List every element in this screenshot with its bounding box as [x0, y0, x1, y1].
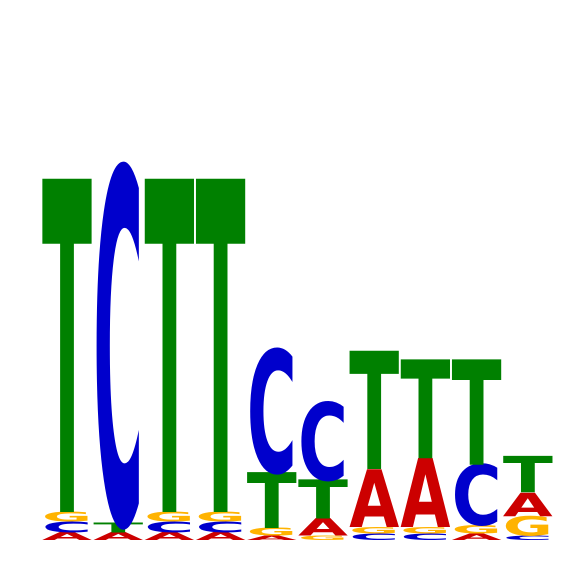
logo-letter-a: A: [503, 487, 554, 524]
logo-letter-g: G: [42, 510, 92, 525]
logo-letter-t: T: [42, 89, 92, 566]
logo-letter-a: A: [144, 530, 194, 542]
logo-column-2: ATC: [93, 70, 143, 566]
logo-letter-g: G: [196, 510, 246, 525]
logo-letter-g: G: [452, 523, 502, 537]
logo-letter-t: T: [400, 333, 450, 491]
logo-letter-t: T: [247, 457, 297, 547]
logo-letter-a: A: [247, 534, 298, 541]
logo-letter-g: G: [349, 526, 399, 536]
logo-letter-t: T: [93, 520, 143, 535]
logo-letter-c: C: [247, 318, 297, 513]
logo-letter-a: A: [298, 514, 348, 541]
logo-letter-g: G: [298, 535, 348, 542]
logo-letter-a: A: [452, 532, 502, 542]
logo-letter-a: A: [349, 455, 399, 547]
logo-letter-t: T: [503, 446, 553, 504]
logo-letter-c: C: [196, 519, 246, 536]
logo-letter-a: A: [400, 441, 450, 551]
logo-letter-g: G: [503, 511, 553, 542]
logo-letter-c: C: [503, 535, 553, 542]
logo-letter-t: T: [196, 89, 246, 566]
logo-letter-c: C: [298, 382, 348, 506]
logo-letter-c: C: [452, 449, 502, 545]
logo-letter-t: T: [144, 89, 194, 566]
logo-letter-c: C: [93, 70, 143, 566]
logo-letter-g: G: [247, 526, 297, 538]
logo-letter-c: C: [42, 519, 92, 536]
logo-letter-a: A: [93, 530, 143, 542]
logo-letter-a: A: [42, 530, 92, 542]
logo-letter-g: G: [144, 510, 194, 525]
logo-letter-g: G: [400, 526, 450, 536]
logo-letter-t: T: [298, 470, 348, 531]
logo-letter-c: C: [144, 519, 194, 536]
logo-letter-a: A: [196, 530, 246, 542]
logo-letter-c: C: [400, 532, 450, 542]
logo-letter-t: T: [452, 332, 502, 500]
logo-letter-c: C: [349, 532, 399, 542]
logo-letter-t: T: [349, 318, 399, 507]
